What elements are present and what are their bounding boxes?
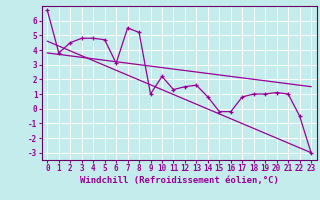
X-axis label: Windchill (Refroidissement éolien,°C): Windchill (Refroidissement éolien,°C) (80, 176, 279, 185)
